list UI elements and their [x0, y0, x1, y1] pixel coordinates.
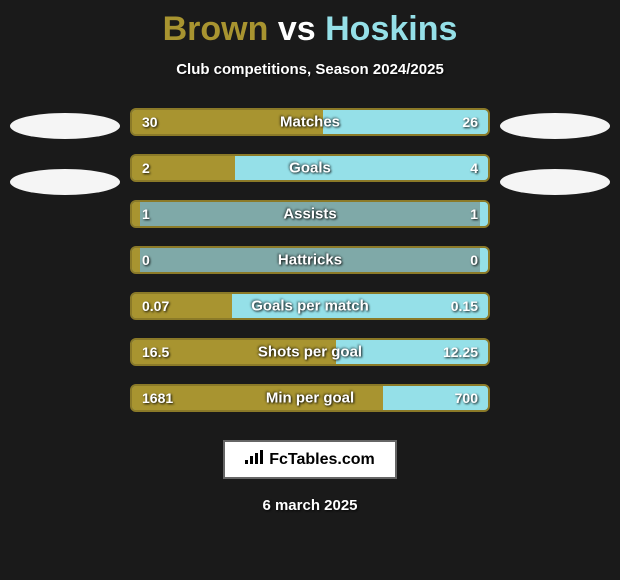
player2-badge-1: [500, 113, 610, 139]
date-text: 6 march 2025: [262, 497, 357, 514]
stat-label: Min per goal: [132, 390, 488, 407]
stat-row: 0.070.15Goals per match: [130, 292, 490, 320]
stat-label: Matches: [132, 114, 488, 131]
footer-logo: FcTables.com: [223, 440, 397, 479]
stat-row: 00Hattricks: [130, 246, 490, 274]
player1-badge-2: [10, 169, 120, 195]
player2-name: Hoskins: [325, 10, 457, 48]
vs-text: vs: [278, 10, 316, 48]
right-badge-column: [500, 113, 610, 195]
player2-badge-2: [500, 169, 610, 195]
left-badge-column: [10, 113, 120, 195]
stat-label: Goals per match: [132, 298, 488, 315]
bars-container: 3026Matches 24Goals 11Assists 00Hattricks 0.…: [130, 108, 490, 412]
stat-label: Goals: [132, 160, 488, 177]
subtitle: Club competitions, Season 2024/2025: [176, 61, 444, 78]
player1-name: Brown: [163, 10, 269, 48]
footer-logo-text: FcTables.com: [269, 451, 375, 469]
stat-row: 16.512.25Shots per goal: [130, 338, 490, 366]
stat-row: 3026Matches: [130, 108, 490, 136]
stat-label: Hattricks: [132, 252, 488, 269]
stat-label: Assists: [132, 206, 488, 223]
stats-area: 3026Matches 24Goals 11Assists 00Hattricks 0.…: [0, 108, 620, 412]
chart-icon: [245, 450, 263, 469]
stat-row: 24Goals: [130, 154, 490, 182]
title: Brown vs Hoskins: [163, 10, 458, 49]
stat-label: Shots per goal: [132, 344, 488, 361]
player1-badge-1: [10, 113, 120, 139]
stat-row: 11Assists: [130, 200, 490, 228]
comparison-infographic: Brown vs Hoskins Club competitions, Seas…: [0, 0, 620, 580]
stat-row: 1681700Min per goal: [130, 384, 490, 412]
